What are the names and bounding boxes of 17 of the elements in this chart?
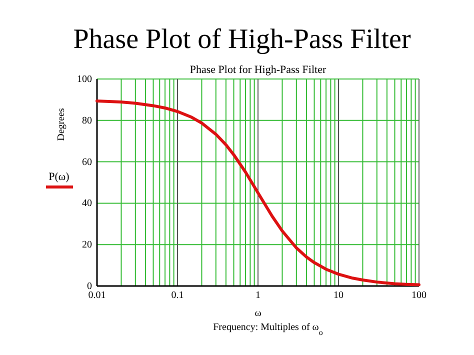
x-tick-label: 10 xyxy=(334,290,344,301)
text: Frequency: Multiples of ω$_{o}$ xyxy=(213,322,323,336)
y-tick-label: 60 xyxy=(82,156,92,168)
y-tick-label: 80 xyxy=(82,115,92,126)
y-tick-label: 20 xyxy=(82,240,92,251)
x-tick-label: 0.01 xyxy=(88,290,106,301)
x-tick-label: 0.1 xyxy=(171,290,184,301)
y-tick-label: 100 xyxy=(77,74,92,85)
y-tick-label: 40 xyxy=(82,198,92,210)
x-tick-label: 100 xyxy=(412,290,426,301)
y-tick-label: 0 xyxy=(87,281,92,292)
text: P(ω) xyxy=(48,171,70,183)
chart-subtitle: Phase Plot for High-Pass Filter xyxy=(190,64,326,76)
x-axis-title: ω xyxy=(254,308,262,319)
chart-title: Phase Plot of High-Pass Filter xyxy=(73,24,412,55)
y-axis-title: Degrees xyxy=(56,108,67,141)
x-tick-label: 1 xyxy=(256,290,260,301)
